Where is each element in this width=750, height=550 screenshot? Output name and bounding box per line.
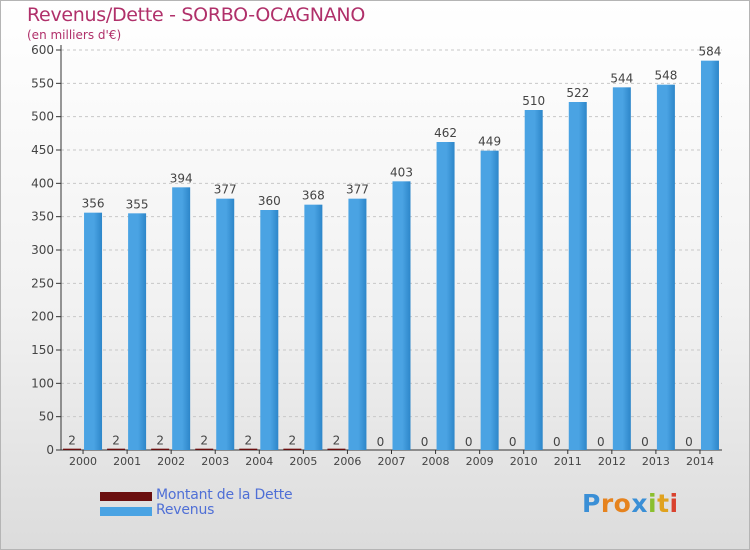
bar-revenue bbox=[348, 198, 367, 450]
legend-label-revenue: Revenus bbox=[156, 502, 215, 518]
data-label-revenue: 368 bbox=[302, 189, 325, 203]
bar-revenue bbox=[700, 60, 719, 451]
logo-letter: i bbox=[669, 489, 679, 518]
bar-revenue bbox=[172, 187, 191, 451]
data-label-revenue: 355 bbox=[126, 197, 149, 211]
y-tick-label: 550 bbox=[31, 76, 54, 90]
data-label-revenue: 449 bbox=[478, 135, 501, 149]
bar-revenue bbox=[612, 87, 631, 450]
data-label-debt: 2 bbox=[200, 434, 208, 448]
data-label-revenue: 377 bbox=[346, 183, 369, 197]
y-tick-label: 450 bbox=[31, 143, 54, 157]
bar-revenue bbox=[260, 210, 279, 450]
data-label-debt: 2 bbox=[244, 434, 252, 448]
chart-subtitle: (en milliers d'€) bbox=[27, 28, 122, 42]
x-tick-label: 2012 bbox=[598, 455, 626, 468]
x-tick-label: 2003 bbox=[201, 455, 229, 468]
y-tick-label: 300 bbox=[31, 243, 54, 257]
data-label-revenue: 510 bbox=[522, 94, 545, 108]
data-label-debt: 2 bbox=[68, 434, 76, 448]
data-label-debt: 2 bbox=[289, 434, 297, 448]
x-tick-label: 2000 bbox=[69, 455, 97, 468]
bar-revenue bbox=[480, 150, 499, 450]
data-label-revenue: 522 bbox=[566, 86, 589, 100]
x-tick-label: 2013 bbox=[642, 455, 670, 468]
data-label-revenue: 403 bbox=[390, 165, 413, 179]
x-tick-label: 2007 bbox=[378, 455, 406, 468]
data-label-debt: 2 bbox=[156, 434, 164, 448]
bar-revenue bbox=[392, 181, 411, 451]
data-label-revenue: 394 bbox=[170, 171, 193, 185]
proxiti-logo: Proxiti bbox=[582, 489, 679, 518]
y-tick-label: 100 bbox=[31, 376, 54, 390]
data-label-debt: 0 bbox=[465, 435, 473, 449]
bar-debt bbox=[151, 448, 170, 450]
y-tick-label: 400 bbox=[31, 176, 54, 190]
logo-letter: P bbox=[582, 489, 601, 518]
x-tick-label: 2006 bbox=[333, 455, 361, 468]
bar-debt bbox=[283, 448, 302, 450]
bar-debt bbox=[239, 448, 258, 450]
logo-letter: o bbox=[613, 489, 632, 518]
x-tick-label: 2001 bbox=[113, 455, 141, 468]
logo-letter: x bbox=[631, 489, 648, 518]
data-label-debt: 2 bbox=[333, 434, 341, 448]
x-tick-label: 2010 bbox=[510, 455, 538, 468]
bar-revenue bbox=[524, 110, 543, 450]
data-label-debt: 0 bbox=[421, 435, 429, 449]
y-tick-label: 50 bbox=[39, 410, 54, 424]
y-tick-label: 0 bbox=[46, 443, 54, 457]
x-tick-label: 2005 bbox=[289, 455, 317, 468]
bar-revenue bbox=[128, 213, 147, 450]
y-tick-label: 200 bbox=[31, 310, 54, 324]
data-label-revenue: 356 bbox=[82, 197, 105, 211]
data-label-revenue: 360 bbox=[258, 194, 281, 208]
data-label-revenue: 584 bbox=[699, 45, 722, 59]
bar-debt bbox=[195, 448, 214, 450]
data-label-revenue: 462 bbox=[434, 126, 457, 140]
x-tick-label: 2009 bbox=[466, 455, 494, 468]
data-label-debt: 2 bbox=[112, 434, 120, 448]
logo-letter: i bbox=[648, 489, 658, 518]
bar-revenue bbox=[568, 102, 587, 450]
bar-debt bbox=[327, 448, 346, 450]
bar-revenue bbox=[304, 204, 323, 450]
bar-revenue bbox=[216, 198, 235, 450]
logo-letter: r bbox=[600, 489, 614, 518]
x-tick-label: 2011 bbox=[554, 455, 582, 468]
x-tick-label: 2008 bbox=[422, 455, 450, 468]
data-label-revenue: 544 bbox=[610, 71, 633, 85]
bar-revenue bbox=[84, 212, 103, 450]
bar-debt bbox=[63, 448, 82, 450]
y-tick-label: 600 bbox=[31, 43, 54, 57]
x-tick-label: 2002 bbox=[157, 455, 185, 468]
y-tick-label: 250 bbox=[31, 276, 54, 290]
legend-label-debt: Montant de la Dette bbox=[156, 487, 293, 503]
data-label-revenue: 377 bbox=[214, 183, 237, 197]
y-tick-label: 150 bbox=[31, 343, 54, 357]
chart-title: Revenus/Dette - SORBO-OCAGNANO bbox=[27, 4, 365, 26]
bar-revenue bbox=[436, 142, 455, 450]
data-label-debt: 0 bbox=[685, 435, 693, 449]
legend-swatch-revenue bbox=[100, 507, 152, 516]
legend-swatch-debt bbox=[100, 492, 152, 501]
x-tick-label: 2014 bbox=[686, 455, 714, 468]
logo-letter: t bbox=[657, 489, 670, 518]
data-label-debt: 0 bbox=[597, 435, 605, 449]
y-tick-label: 500 bbox=[31, 110, 54, 124]
data-label-debt: 0 bbox=[377, 435, 385, 449]
data-label-debt: 0 bbox=[553, 435, 561, 449]
data-label-revenue: 548 bbox=[654, 69, 677, 83]
bar-debt bbox=[107, 448, 126, 450]
data-label-debt: 0 bbox=[641, 435, 649, 449]
data-label-debt: 0 bbox=[509, 435, 517, 449]
bar-revenue bbox=[656, 84, 675, 451]
y-tick-label: 350 bbox=[31, 210, 54, 224]
x-tick-label: 2004 bbox=[245, 455, 273, 468]
